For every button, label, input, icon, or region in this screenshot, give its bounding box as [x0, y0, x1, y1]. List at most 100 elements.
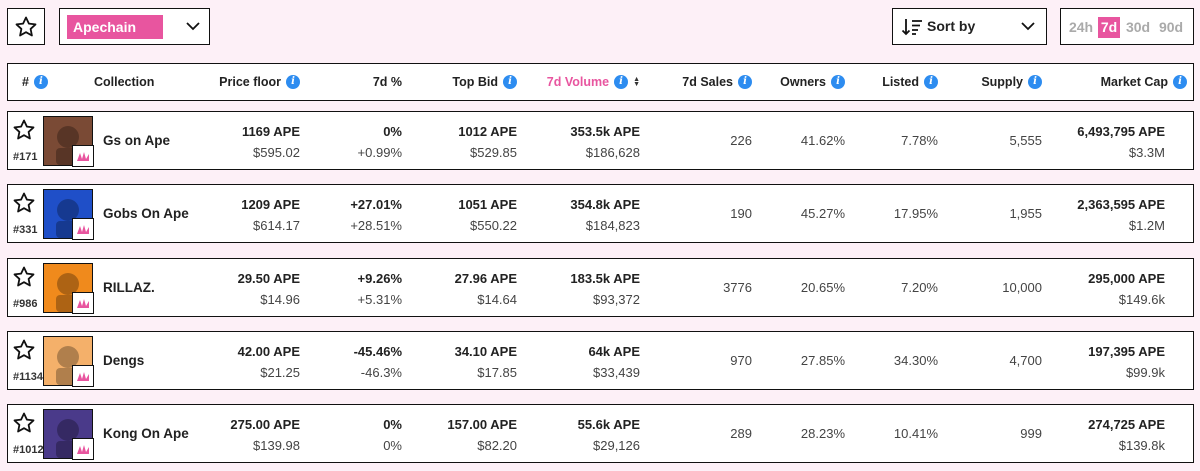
change-7d-usd: +0.99% [357, 145, 402, 160]
chain-selected-value: Apechain [67, 15, 163, 39]
column-7d-volume[interactable]: 7d Volume i ▲ ▼ [547, 64, 640, 99]
info-icon[interactable]: i [924, 74, 938, 89]
star-outline-icon [13, 119, 35, 140]
favorite-star-button[interactable] [12, 191, 36, 220]
chain-select-dropdown[interactable]: Apechain [59, 8, 210, 45]
change-7d-cell: 0% 0% [383, 414, 402, 456]
ape-logo-icon [72, 218, 94, 240]
sort-by-dropdown[interactable]: Sort by [892, 8, 1047, 45]
supply-value: 4,700 [1009, 352, 1042, 368]
owners-value: 20.65% [800, 279, 845, 295]
market-cap-ape: 6,493,795 APE [1077, 124, 1165, 139]
change-7d-ape: 0% [383, 124, 402, 139]
table-row[interactable]: #1134 Dengs 42.00 APE $21.25 -45.46% -46… [7, 331, 1194, 390]
info-icon[interactable]: i [831, 74, 845, 89]
supply-value: 10,000 [1002, 279, 1042, 295]
table-row[interactable]: #986 RILLAZ. 29.50 APE $14.96 +9.26% +5.… [7, 258, 1194, 317]
column-7d-sales[interactable]: 7d Sales i [682, 64, 752, 99]
listed-value: 34.30% [893, 352, 938, 368]
info-icon[interactable]: i [503, 74, 517, 89]
info-icon[interactable]: i [33, 74, 48, 89]
collection-name[interactable]: Kong On Ape [103, 425, 189, 441]
collection-name[interactable]: Gobs On Ape [103, 205, 189, 221]
sort-lines-icon [901, 19, 922, 36]
column-listed[interactable]: Listed i [882, 64, 938, 99]
column-top-bid[interactable]: Top Bid i [452, 64, 517, 99]
info-icon[interactable]: i [614, 74, 629, 89]
period-30d[interactable]: 30d [1125, 19, 1151, 35]
column-7d-change-label: 7d % [372, 74, 402, 89]
price-floor-usd: $21.25 [260, 365, 300, 380]
supply-value: 999 [1020, 425, 1042, 441]
owners-value: 27.85% [800, 352, 845, 368]
favorite-star-button[interactable] [12, 118, 36, 147]
volume-7d-cell: 353.5k APE $186,628 [570, 121, 640, 163]
column-7d-change[interactable]: 7d % [373, 64, 402, 99]
volume-7d-ape: 354.8k APE [570, 197, 640, 212]
ape-logo-icon [72, 365, 94, 387]
info-icon[interactable]: i [1028, 74, 1042, 89]
info-icon[interactable]: i [1173, 74, 1187, 89]
favorite-star-button[interactable] [12, 338, 36, 367]
listed-value: 7.20% [901, 279, 938, 295]
favorites-toggle-button[interactable] [7, 8, 45, 45]
chevron-down-icon [186, 22, 200, 31]
volume-7d-usd: $29,126 [593, 438, 640, 453]
price-floor-cell: 1169 APE $595.02 [242, 121, 300, 163]
top-bid-ape: 157.00 APE [447, 417, 517, 432]
collection-rank: #331 [13, 224, 38, 236]
sales-7d-value: 226 [730, 132, 752, 148]
info-icon[interactable]: i [738, 74, 752, 89]
favorite-star-button[interactable] [12, 411, 36, 440]
market-cap-ape: 295,000 APE [1088, 271, 1165, 286]
price-floor-ape: 1209 APE [241, 197, 300, 212]
collection-name[interactable]: Gs on Ape [103, 132, 171, 148]
top-bid-cell: 27.96 APE $14.64 [455, 268, 517, 310]
table-row[interactable]: #331 Gobs On Ape 1209 APE $614.17 +27.01… [7, 184, 1194, 243]
change-7d-ape: 0% [383, 417, 402, 432]
table-row[interactable]: #1012 Kong On Ape 275.00 APE $139.98 0% … [7, 404, 1194, 463]
period-selector: 24h 7d 30d 90d [1060, 8, 1194, 45]
table-row[interactable]: #171 Gs on Ape 1169 APE $595.02 0% +0.99… [7, 111, 1194, 170]
column-rank[interactable]: # i [22, 64, 48, 99]
ape-logo-icon [72, 145, 94, 167]
market-cap-usd: $99.9k [1125, 365, 1165, 380]
collection-name[interactable]: Dengs [103, 352, 145, 368]
change-7d-cell: +9.26% +5.31% [358, 268, 402, 310]
period-90d[interactable]: 90d [1158, 19, 1184, 35]
price-floor-usd: $139.98 [253, 438, 300, 453]
price-floor-usd: $595.02 [253, 145, 300, 160]
top-bid-usd: $17.85 [477, 365, 517, 380]
top-bid-cell: 34.10 APE $17.85 [455, 341, 517, 383]
price-floor-usd: $14.96 [260, 292, 300, 307]
favorite-star-button[interactable] [12, 265, 36, 294]
column-owners[interactable]: Owners i [780, 64, 845, 99]
volume-7d-cell: 55.6k APE $29,126 [578, 414, 640, 456]
collection-rank: #171 [13, 151, 38, 163]
owners-value: 45.27% [800, 205, 845, 221]
period-24h[interactable]: 24h [1068, 19, 1094, 35]
column-collection-label: Collection [94, 74, 155, 89]
sales-7d-value: 970 [730, 352, 752, 368]
market-cap-usd: $139.8k [1118, 438, 1165, 453]
top-bid-cell: 157.00 APE $82.20 [447, 414, 517, 456]
sort-arrows-icon[interactable]: ▲ ▼ [633, 75, 640, 88]
market-cap-cell: 6,493,795 APE $3.3M [1077, 121, 1165, 163]
column-supply[interactable]: Supply i [981, 64, 1042, 99]
period-7d[interactable]: 7d [1098, 17, 1120, 38]
collection-name[interactable]: RILLAZ. [103, 279, 155, 295]
column-supply-label: Supply [981, 74, 1023, 89]
top-bid-ape: 1012 APE [458, 124, 517, 139]
price-floor-usd: $614.17 [253, 218, 300, 233]
info-icon[interactable]: i [286, 74, 300, 89]
supply-value: 5,555 [1009, 132, 1042, 148]
column-collection[interactable]: Collection [94, 64, 154, 99]
listed-value: 10.41% [893, 425, 938, 441]
column-price-floor[interactable]: Price floor i [219, 64, 300, 99]
column-market-cap-label: Market Cap [1100, 74, 1168, 89]
column-market-cap[interactable]: Market Cap i [1101, 64, 1187, 99]
change-7d-usd: +28.51% [350, 218, 402, 233]
collection-rank: #1012 [13, 444, 44, 456]
top-bid-usd: $82.20 [477, 438, 517, 453]
change-7d-cell: +27.01% +28.51% [350, 194, 402, 236]
